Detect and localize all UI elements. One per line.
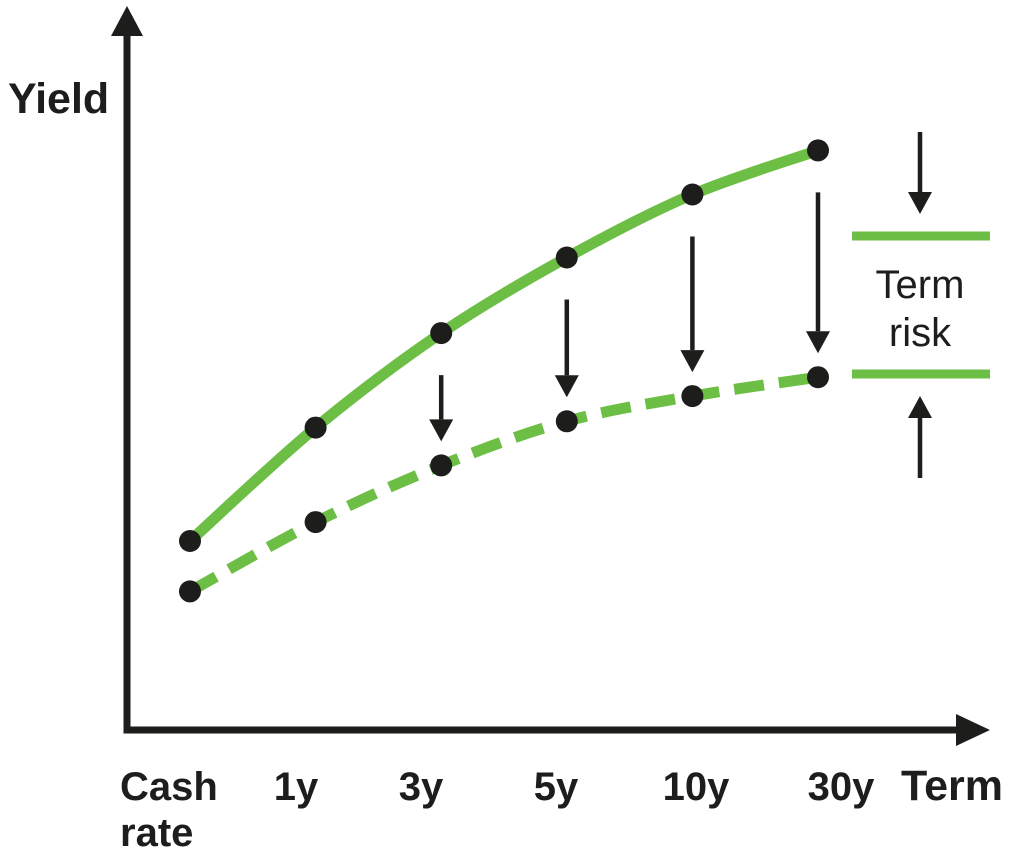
- x-axis-label: Term: [901, 762, 1003, 810]
- data-point-dot: [304, 511, 327, 534]
- x-axis: [123, 714, 990, 746]
- tick-cash-rate-line2: rate: [120, 811, 193, 854]
- data-point-dot: [807, 366, 829, 389]
- term-risk-label-line2: risk: [889, 311, 952, 355]
- down-arrow-icon: [908, 132, 932, 214]
- data-point-dot: [179, 580, 201, 603]
- expected-yield-curve-less-term-risk: [187, 371, 819, 597]
- term-risk-down-arrow-icon: [680, 236, 705, 373]
- data-point-dot: [555, 410, 578, 433]
- term-risk-gap-arrows-layer: [429, 192, 830, 442]
- data-point-dot: [430, 454, 453, 477]
- curves-layer: [184, 144, 824, 597]
- tick-30y: 30y: [808, 765, 875, 809]
- data-point-dot: [681, 385, 704, 408]
- tick-3y: 3y: [399, 765, 444, 809]
- tick-cash-rate-line1: Cash: [120, 765, 218, 809]
- data-point-dot: [179, 530, 201, 552]
- data-point-dot: [681, 183, 704, 206]
- term-risk-annotation: Term risk: [852, 132, 990, 478]
- tick-10y: 10y: [663, 765, 730, 809]
- term-risk-label-line1: Term: [876, 263, 965, 307]
- data-point-dot: [430, 322, 453, 345]
- data-point-dot: [304, 416, 327, 439]
- tick-5y: 5y: [534, 765, 579, 809]
- term-risk-down-arrow-icon: [429, 375, 454, 442]
- y-axis-label: Yield: [8, 75, 109, 123]
- y-axis-arrow-icon: [111, 6, 143, 36]
- x-axis-arrow-icon: [956, 714, 990, 746]
- data-point-dot: [807, 139, 829, 162]
- y-axis: [111, 6, 143, 734]
- data-points-layer: [179, 139, 829, 603]
- term-risk-down-arrow-icon: [806, 192, 830, 354]
- current-yield-curve: [184, 144, 824, 547]
- x-tick-labels: Cash rate 1y 3y 5y 10y 30y: [120, 765, 875, 854]
- term-risk-down-arrow-icon: [554, 299, 579, 398]
- up-arrow-icon: [908, 396, 932, 478]
- data-point-dot: [555, 246, 578, 269]
- tick-1y: 1y: [274, 765, 319, 809]
